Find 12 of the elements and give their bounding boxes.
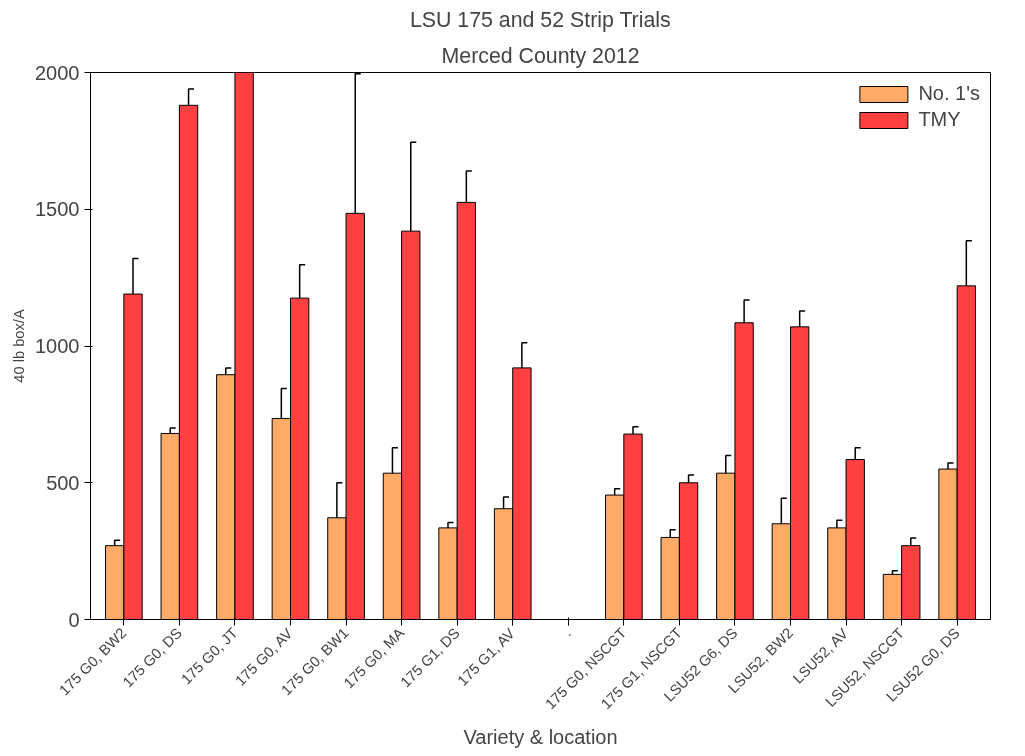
y-axis-title: 40 lb box/A xyxy=(11,309,28,383)
y-tick-label: 0 xyxy=(68,608,80,631)
chart-title: LSU 175 and 52 Strip Trials xyxy=(409,7,671,32)
y-tick-label: 500 xyxy=(46,471,80,494)
x-axis-title: Variety & location xyxy=(463,725,618,748)
chart-subtitle: Merced County 2012 xyxy=(441,43,640,68)
y-tick-label: 1000 xyxy=(35,335,80,357)
x-tick-label: . xyxy=(559,624,574,640)
y-tick-label: 2000 xyxy=(35,61,80,84)
legend-label: TMY xyxy=(918,108,961,131)
y-tick-label: 1500 xyxy=(35,198,80,221)
legend-label: No. 1's xyxy=(918,82,980,105)
